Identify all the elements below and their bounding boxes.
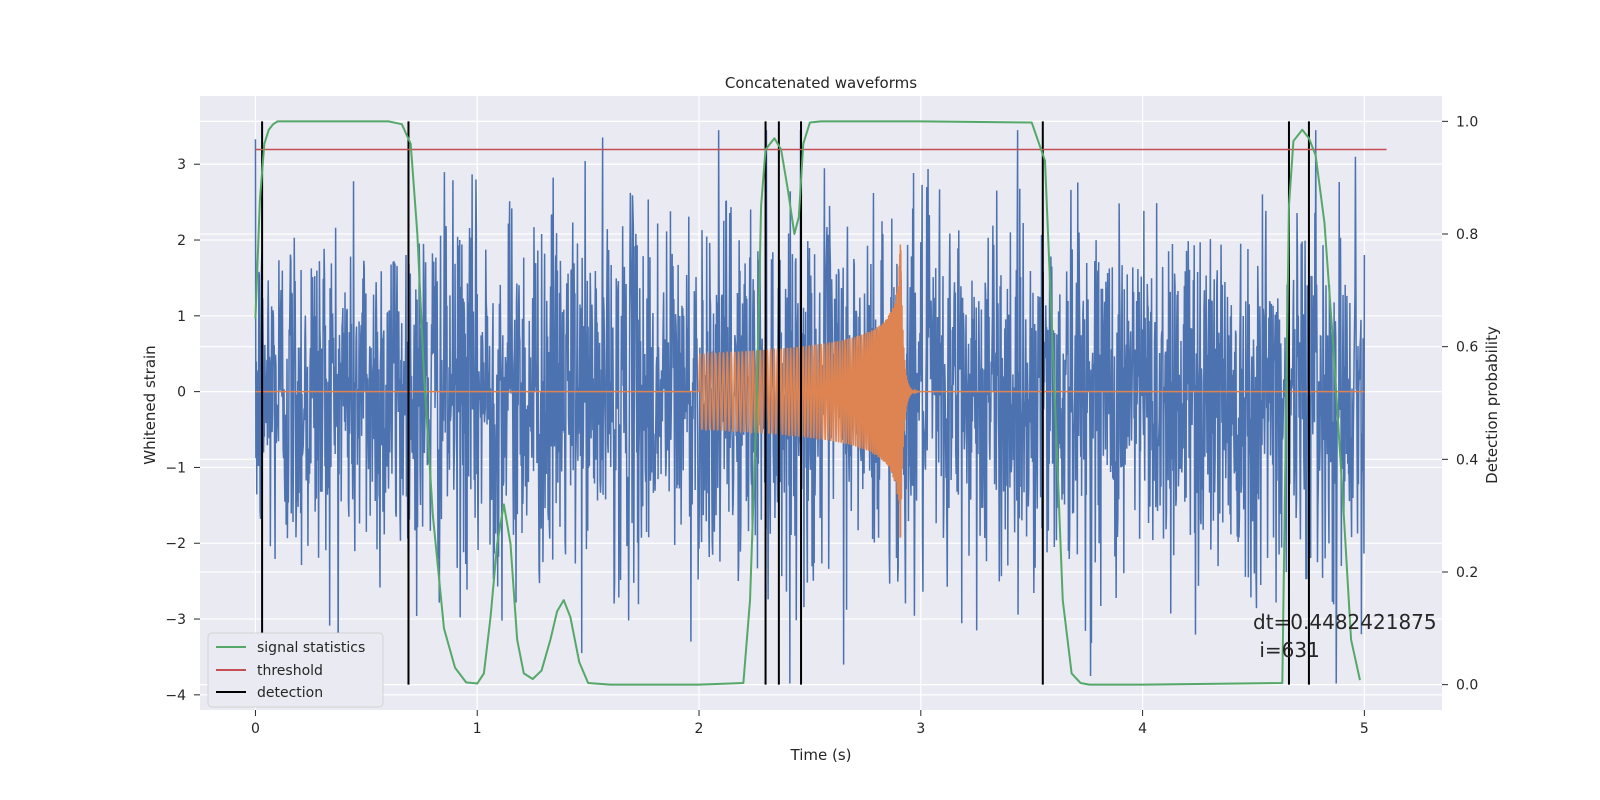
tick-label-right: 0.8 (1456, 227, 1478, 243)
tick-label-right: 0.4 (1456, 452, 1478, 468)
tick-label-left: −3 (165, 612, 186, 628)
tick-label-x: 3 (916, 721, 925, 737)
tick-label-left: 2 (177, 233, 186, 249)
chirp-series (255, 244, 1365, 538)
tick-label-right: 0.6 (1456, 340, 1478, 356)
signal-statistics-series (254, 120, 1361, 686)
left-axis-ticks: −4 −3 −2 −1 0 1 2 3 (165, 157, 200, 704)
tick-label-left: 1 (177, 309, 186, 325)
chirp-line (255, 244, 1365, 538)
annotation-line-2: i=631 (1253, 638, 1320, 662)
legend-label-signal-statistics: signal statistics (257, 640, 365, 656)
y-axis-label-right: Detection probability (1483, 326, 1501, 484)
tick-label-x: 0 (251, 721, 260, 737)
noise-line (254, 130, 1366, 684)
y-axis-label-left: Whitened strain (141, 345, 159, 464)
right-axis-ticks: 0.0 0.2 0.4 0.6 0.8 1.0 (1442, 114, 1478, 694)
tick-label-x: 1 (473, 721, 482, 737)
tick-label-x: 4 (1138, 721, 1147, 737)
tick-label-x: 5 (1360, 721, 1369, 737)
legend-box (207, 632, 384, 708)
x-axis-label: Time (s) (790, 746, 852, 764)
signal-statistics-line (254, 120, 1361, 686)
legend: signal statistics threshold detection (207, 632, 384, 708)
tick-label-right: 0.2 (1456, 565, 1478, 581)
legend-label-threshold: threshold (257, 663, 323, 679)
legend-label-detection: detection (257, 685, 323, 701)
chart-title: Concatenated waveforms (725, 74, 917, 92)
tick-label-right: 1.0 (1456, 114, 1478, 130)
tick-label-x: 2 (695, 721, 704, 737)
tick-label-left: −4 (165, 688, 186, 704)
tick-label-right: 0.0 (1456, 678, 1478, 694)
annotation: dt=0.4482421875 i=631 (1253, 610, 1437, 662)
tick-label-left: 3 (177, 157, 186, 173)
detections (261, 121, 1310, 685)
annotation-line-1: dt=0.4482421875 (1253, 610, 1437, 634)
tick-label-left: 0 (177, 385, 186, 401)
tick-label-left: −2 (165, 536, 186, 552)
x-axis-ticks: 0 1 2 3 4 5 (251, 710, 1369, 737)
tick-label-left: −1 (165, 460, 186, 476)
noise-series (254, 130, 1366, 684)
